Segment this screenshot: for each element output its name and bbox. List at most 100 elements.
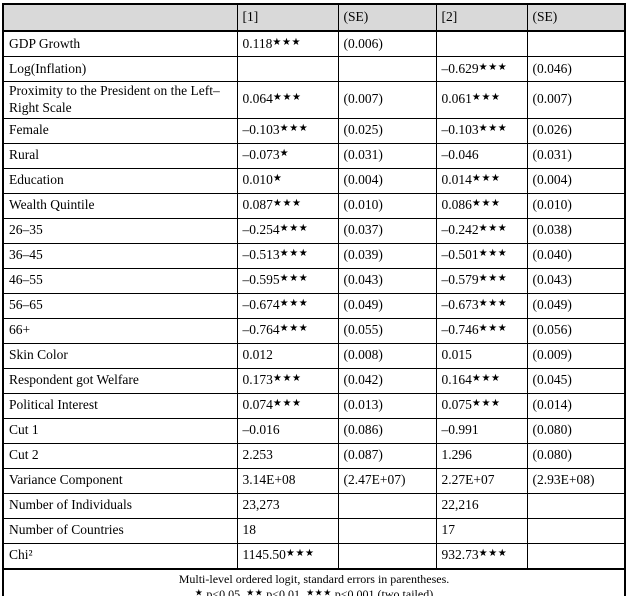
cell-se-1: (0.037) xyxy=(337,217,437,244)
row-label: Number of Countries xyxy=(2,517,238,544)
header-cell-model-1: [1] xyxy=(236,3,339,32)
regression-results-table: [1] (SE) [2] (SE) GDP Growth 0.118★★★ (0.0… xyxy=(2,3,626,596)
significance-stars: ★★★ xyxy=(478,223,508,235)
cell-coef-1: 3.14E+08 xyxy=(236,467,339,494)
table-row: 56–65 –0.674★★★ (0.049) –0.673★★★ (0.049) xyxy=(2,292,626,319)
cell-coef-2: 0.086★★★ xyxy=(435,192,528,219)
footer-row: Multi-level ordered logit, standard erro… xyxy=(2,567,626,596)
table-row: Log(Inflation) –0.629★★★ (0.046) xyxy=(2,56,626,82)
cell-coef-2: –0.579★★★ xyxy=(435,267,528,294)
significance-stars: ★ xyxy=(194,587,204,596)
cell-coef-1: –0.674★★★ xyxy=(236,292,339,319)
cell-coef-1: 0.010★ xyxy=(236,167,339,194)
cell-coef-1: 23,273 xyxy=(236,492,339,519)
table-row: Number of Countries 18 17 xyxy=(2,517,626,544)
header-cell-se-1: (SE) xyxy=(337,3,437,32)
significance-stars: ★★★ xyxy=(478,273,508,285)
table-row: Variance Component 3.14E+08 (2.47E+07) 2.27… xyxy=(2,467,626,494)
cell-coef-2: 22,216 xyxy=(435,492,528,519)
cell-se-2: (0.026) xyxy=(526,117,626,144)
table-row: Education 0.010★ (0.004) 0.014★★★ (0.004) xyxy=(2,167,626,194)
cell-coef-1: –0.595★★★ xyxy=(236,267,339,294)
cell-coef-1: 1145.50★★★ xyxy=(236,542,339,570)
significance-stars: ★★★ xyxy=(471,398,501,410)
row-label: Political Interest xyxy=(2,392,238,419)
cell-se-1: (0.043) xyxy=(337,267,437,294)
cell-coef-1: –0.764★★★ xyxy=(236,317,339,344)
row-label: 26–35 xyxy=(2,217,238,244)
table-row: Rural –0.073★ (0.031) –0.046 (0.031) xyxy=(2,142,626,169)
significance-stars: ★★★ xyxy=(279,323,309,335)
significance-stars: ★★★ xyxy=(478,123,508,135)
cell-coef-2: –0.991 xyxy=(435,417,528,444)
footer-cell: Multi-level ordered logit, standard erro… xyxy=(2,567,626,596)
cell-se-2: (0.031) xyxy=(526,142,626,169)
significance-stars: ★★★ xyxy=(478,61,508,73)
cell-se-2: (0.046) xyxy=(526,56,626,82)
table-row: Chi² 1145.50★★★ 932.73★★★ xyxy=(2,542,626,570)
cell-se-1: (0.008) xyxy=(337,342,437,369)
significance-stars: ★★★ xyxy=(471,198,501,210)
footer-note-method: Multi-level ordered logit, standard erro… xyxy=(178,571,450,586)
cell-se-2 xyxy=(526,30,626,57)
cell-se-1: (0.004) xyxy=(337,167,437,194)
cell-coef-2: 17 xyxy=(435,517,528,544)
significance-stars: ★★★ xyxy=(272,198,302,210)
table-row: Respondent got Welfare 0.173★★★ (0.042) 0.1… xyxy=(2,367,626,394)
cell-coef-1: 0.173★★★ xyxy=(236,367,339,394)
cell-se-2 xyxy=(526,542,626,570)
header-row: [1] (SE) [2] (SE) xyxy=(2,3,626,32)
cell-coef-2: 0.014★★★ xyxy=(435,167,528,194)
table-row: 46–55 –0.595★★★ (0.043) –0.579★★★ (0.043) xyxy=(2,267,626,294)
cell-coef-1: 2.253 xyxy=(236,442,339,469)
table-row: Female –0.103★★★ (0.025) –0.103★★★ (0.026) xyxy=(2,117,626,144)
row-label: 66+ xyxy=(2,317,238,344)
row-label: Education xyxy=(2,167,238,194)
row-label: Variance Component xyxy=(2,467,238,494)
significance-stars: ★★★ xyxy=(279,223,309,235)
header-cell-model-2: [2] xyxy=(435,3,528,32)
cell-coef-2: –0.103★★★ xyxy=(435,117,528,144)
significance-stars: ★★★ xyxy=(272,92,302,104)
cell-coef-2: –0.501★★★ xyxy=(435,242,528,269)
row-label: Log(Inflation) xyxy=(2,56,238,82)
cell-coef-2: 0.015 xyxy=(435,342,528,369)
cell-se-1: (0.042) xyxy=(337,367,437,394)
row-label: Skin Color xyxy=(2,342,238,369)
row-label: Cut 2 xyxy=(2,442,238,469)
cell-se-2: (0.056) xyxy=(526,317,626,344)
row-label: 56–65 xyxy=(2,292,238,319)
cell-coef-2: –0.673★★★ xyxy=(435,292,528,319)
table-row: Skin Color 0.012 (0.008) 0.015 (0.009) xyxy=(2,342,626,369)
cell-se-1 xyxy=(337,517,437,544)
row-label: Respondent got Welfare xyxy=(2,367,238,394)
significance-stars: ★★★ xyxy=(279,298,309,310)
cell-se-2: (0.014) xyxy=(526,392,626,419)
significance-stars: ★★★ xyxy=(478,323,508,335)
significance-stars: ★ xyxy=(272,173,283,185)
table-row: Cut 1 –0.016 (0.086) –0.991 (0.080) xyxy=(2,417,626,444)
table-row: Proximity to the President on the Left–R… xyxy=(2,81,626,119)
row-label: GDP Growth xyxy=(2,30,238,57)
cell-coef-1: –0.016 xyxy=(236,417,339,444)
row-label: Wealth Quintile xyxy=(2,192,238,219)
cell-se-1: (0.086) xyxy=(337,417,437,444)
cell-se-1: (0.087) xyxy=(337,442,437,469)
significance-stars: ★★★ xyxy=(272,373,302,385)
cell-coef-1: –0.254★★★ xyxy=(236,217,339,244)
table-row: Wealth Quintile 0.087★★★ (0.010) 0.086★★★ (0… xyxy=(2,192,626,219)
significance-stars: ★★★ xyxy=(478,548,508,560)
cell-coef-1: –0.513★★★ xyxy=(236,242,339,269)
significance-stars: ★★★ xyxy=(471,173,501,185)
cell-coef-1: 0.074★★★ xyxy=(236,392,339,419)
row-label: Rural xyxy=(2,142,238,169)
header-cell-se-2: (SE) xyxy=(526,3,626,32)
significance-stars: ★★★ xyxy=(478,298,508,310)
significance-stars: ★★★ xyxy=(272,398,302,410)
significance-stars: ★★ xyxy=(246,587,264,596)
cell-se-2: (0.010) xyxy=(526,192,626,219)
cell-se-1: (0.039) xyxy=(337,242,437,269)
table-row: 26–35 –0.254★★★ (0.037) –0.242★★★ (0.038) xyxy=(2,217,626,244)
cell-se-1 xyxy=(337,542,437,570)
